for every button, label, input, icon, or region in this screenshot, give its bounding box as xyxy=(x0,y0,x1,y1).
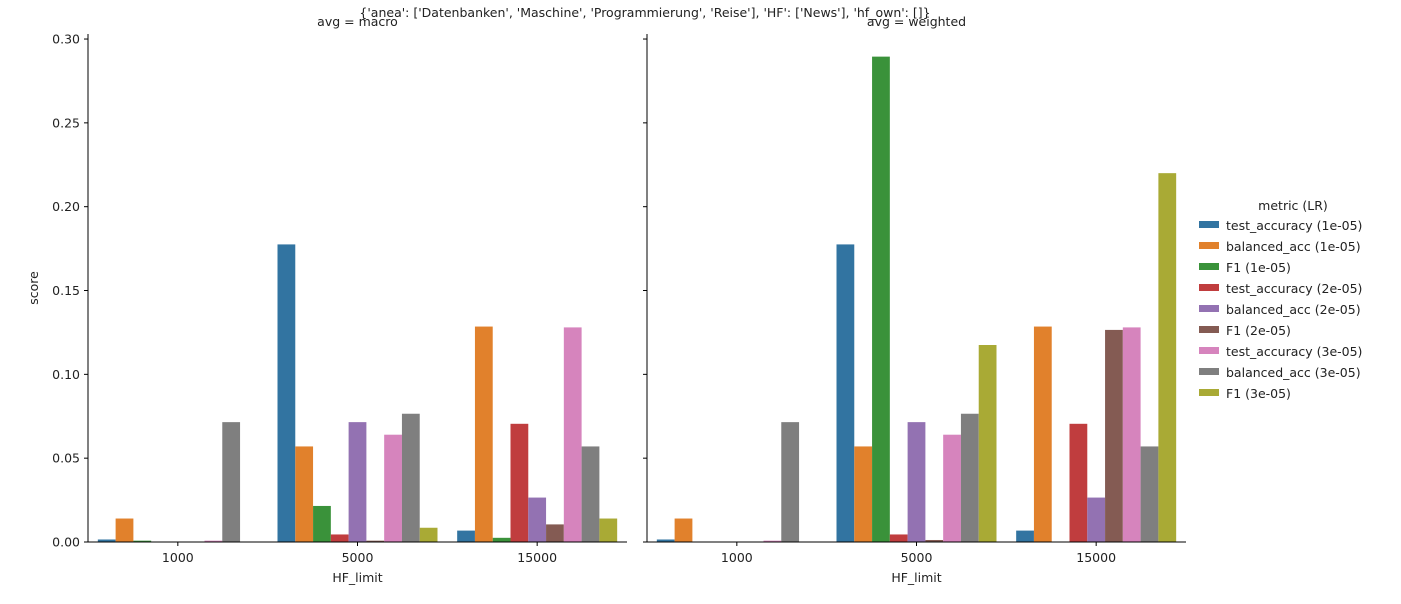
bar xyxy=(599,518,618,542)
x-tick-label: 1000 xyxy=(162,550,194,565)
bar xyxy=(763,540,782,542)
legend-item: balanced_acc (2e-05) xyxy=(1199,302,1361,317)
legend-item: F1 (1e-05) xyxy=(1199,260,1291,275)
legend-item: test_accuracy (2e-05) xyxy=(1199,281,1362,296)
legend-label: F1 (1e-05) xyxy=(1226,260,1291,275)
legend: metric (LR) test_accuracy (1e-05) balanced… xyxy=(1199,198,1362,401)
legend-label: test_accuracy (1e-05) xyxy=(1226,218,1362,233)
bar xyxy=(1016,530,1034,542)
bar xyxy=(384,434,402,542)
bar xyxy=(115,518,134,542)
legend-item: F1 (3e-05) xyxy=(1199,386,1291,401)
bar xyxy=(546,524,564,542)
bar xyxy=(1033,326,1052,542)
legend-label: F1 (2e-05) xyxy=(1226,323,1291,338)
x-tick-label: 5000 xyxy=(901,550,933,565)
bar xyxy=(943,434,961,542)
bar xyxy=(1122,327,1141,542)
bar xyxy=(1140,446,1159,542)
y-tick-label: 0.15 xyxy=(52,283,80,298)
x-tick-label: 5000 xyxy=(342,550,374,565)
bar xyxy=(1069,423,1088,542)
bars xyxy=(97,244,618,542)
facet-title: avg = weighted xyxy=(867,14,966,29)
bar xyxy=(1158,173,1177,542)
y-axis-title: score xyxy=(26,271,41,305)
legend-swatch xyxy=(1199,389,1219,396)
legend-item: test_accuracy (3e-05) xyxy=(1199,344,1362,359)
bar xyxy=(97,539,116,542)
figure-title: {'anea': ['Datenbanken', 'Maschine', 'Pr… xyxy=(359,5,930,20)
bar xyxy=(581,446,600,542)
bar xyxy=(907,422,926,542)
bar xyxy=(348,422,367,542)
facet-title: avg = macro xyxy=(317,14,398,29)
bar xyxy=(925,539,944,542)
bar xyxy=(1087,497,1106,542)
legend-label: balanced_acc (1e-05) xyxy=(1226,239,1361,254)
bar xyxy=(960,413,979,542)
legend-item: F1 (2e-05) xyxy=(1199,323,1291,338)
bar xyxy=(528,497,547,542)
legend-swatch xyxy=(1199,221,1219,228)
legend-label: balanced_acc (2e-05) xyxy=(1226,302,1361,317)
bar xyxy=(457,530,475,542)
bar xyxy=(510,423,529,542)
legend-title: metric (LR) xyxy=(1258,198,1328,213)
legend-item: test_accuracy (1e-05) xyxy=(1199,218,1362,233)
bar xyxy=(295,446,314,542)
facet-macro: avg = macro 0.00 0.05 0.10 0.15 0.20 0.25 0.30 1… xyxy=(26,14,627,585)
bar xyxy=(781,422,800,542)
bar xyxy=(872,56,890,542)
legend-swatch xyxy=(1199,305,1219,312)
legend-label: balanced_acc (3e-05) xyxy=(1226,365,1361,380)
legend-swatch xyxy=(1199,347,1219,354)
bar xyxy=(222,422,241,542)
x-tick-label: 15000 xyxy=(517,550,557,565)
facets-layer: avg = macro 0.00 0.05 0.10 0.15 0.20 0.25 0.30 1… xyxy=(26,14,1186,585)
bar xyxy=(474,326,493,542)
legend-label: F1 (3e-05) xyxy=(1226,386,1291,401)
bar xyxy=(656,539,675,542)
y-tick-label: 0.20 xyxy=(52,199,80,214)
y-tick-label: 0.10 xyxy=(52,367,80,382)
x-axis-title: HF_limit xyxy=(332,570,382,585)
bar xyxy=(419,527,438,542)
legend-label: test_accuracy (2e-05) xyxy=(1226,281,1362,296)
legend-swatch xyxy=(1199,368,1219,375)
bar xyxy=(133,540,152,542)
bar xyxy=(330,534,349,542)
bar xyxy=(674,518,693,542)
bar xyxy=(854,446,873,542)
bar xyxy=(492,537,511,542)
legend-swatch xyxy=(1199,284,1219,291)
y-tick-label: 0.05 xyxy=(52,451,80,466)
bar xyxy=(401,413,420,542)
x-axis-title: HF_limit xyxy=(891,570,941,585)
bar xyxy=(889,534,908,542)
legend-swatch xyxy=(1199,326,1219,333)
y-tick-label: 0.30 xyxy=(52,32,80,47)
legend-swatch xyxy=(1199,263,1219,270)
legend-item: balanced_acc (3e-05) xyxy=(1199,365,1361,380)
bar xyxy=(366,540,385,542)
bar xyxy=(313,505,331,542)
y-tick-label: 0.00 xyxy=(52,535,80,550)
bar xyxy=(204,540,223,542)
bar xyxy=(1105,329,1123,542)
bars xyxy=(656,56,1177,542)
facet-weighted: avg = weighted 1000 5000 15000 HF_limit xyxy=(643,14,1186,585)
x-tick-label: 1000 xyxy=(721,550,753,565)
bar xyxy=(563,327,582,542)
legend-label: test_accuracy (3e-05) xyxy=(1226,344,1362,359)
bar xyxy=(978,345,997,542)
bar xyxy=(277,244,296,542)
legend-swatch xyxy=(1199,242,1219,249)
legend-item: balanced_acc (1e-05) xyxy=(1199,239,1361,254)
y-tick-label: 0.25 xyxy=(52,115,80,130)
x-tick-label: 15000 xyxy=(1076,550,1116,565)
bar xyxy=(836,244,855,542)
